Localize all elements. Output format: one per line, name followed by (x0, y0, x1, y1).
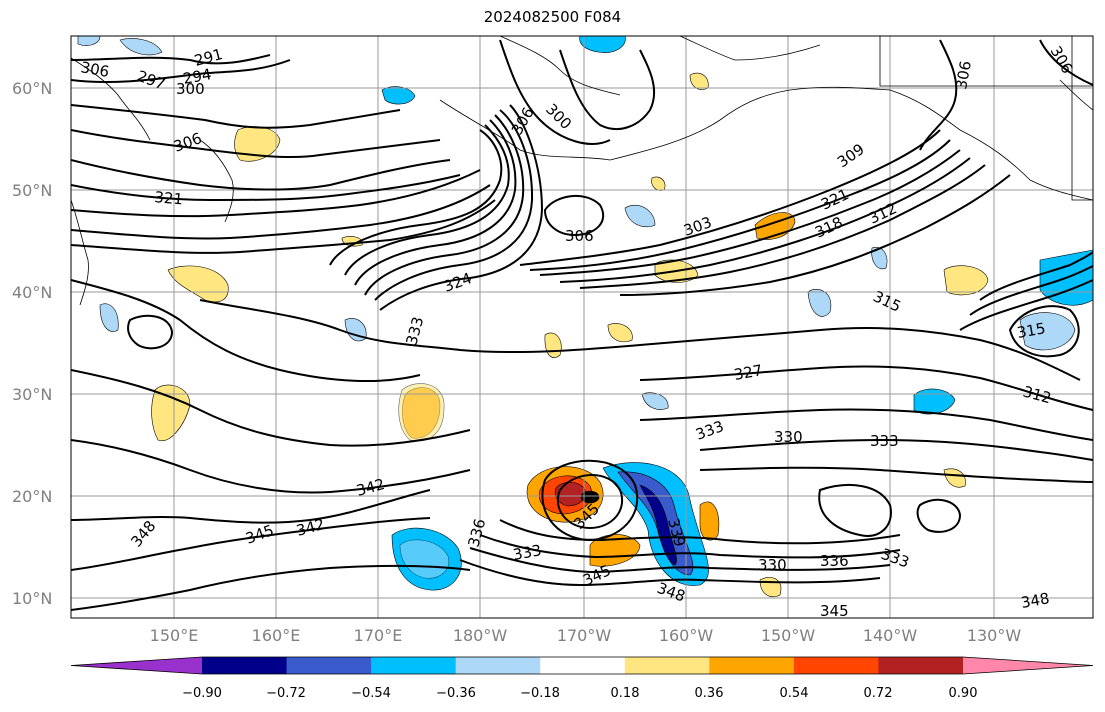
lon-label: 160°E (252, 626, 301, 645)
colorbar-extend-max (963, 657, 1093, 674)
lon-label: 150°W (761, 626, 816, 645)
contour-label: 333 (870, 432, 899, 450)
map-frame (70, 35, 1094, 619)
contour-label: 327 (733, 361, 764, 384)
colorbar-tick-label: 0.18 (611, 686, 640, 701)
colorbar-tick-labels: −0.90 −0.72 −0.54 −0.36 −0.18 0.18 0.36 … (182, 686, 977, 701)
colorbar-segment (540, 657, 626, 674)
contour-label: 294 (182, 65, 213, 88)
contour-label: 306 (565, 227, 594, 245)
contour-label: 330 (758, 556, 787, 574)
lat-label: 40°N (12, 283, 52, 302)
map-title: 2024082500 F084 (483, 8, 622, 26)
lon-label: 130°W (967, 626, 1022, 645)
colorbar-tick-label: 0.54 (780, 686, 809, 701)
colorbar-tick-label: −0.36 (436, 686, 476, 701)
colorbar-tick-label: −0.54 (351, 686, 391, 701)
colorbar-tick-label: −0.72 (266, 686, 306, 701)
colorbar-segment (793, 657, 879, 674)
colorbar-tick-label: −0.18 (520, 686, 560, 701)
lon-label: 160°W (659, 626, 714, 645)
colorbar-segment (709, 657, 795, 674)
colorbar-outline (70, 656, 1094, 675)
colorbar-tick-label: 0.72 (864, 686, 893, 701)
lat-label: 30°N (12, 385, 52, 404)
contour-lines (71, 39, 1093, 611)
colorbar-segment (624, 657, 710, 674)
lat-label: 60°N (12, 79, 52, 98)
contour-label: 306 (79, 58, 110, 81)
colorbar (70, 656, 1094, 675)
lat-label: 20°N (12, 487, 52, 506)
colorbar-extend-min (71, 657, 202, 674)
contour-label: 315 (1016, 319, 1047, 342)
lat-label: 10°N (12, 589, 52, 608)
contour-label: 333 (512, 541, 543, 564)
colorbar-tick-label: 0.90 (949, 686, 978, 701)
lon-label: 170°E (354, 626, 403, 645)
colorbar-segment (371, 657, 457, 674)
colorbar-segment (286, 657, 372, 674)
contour-label: 306 (952, 59, 975, 90)
colorbar-tick-label: −0.90 (182, 686, 222, 701)
contour-label: 300 (176, 80, 205, 98)
contour-label: 321 (154, 188, 184, 208)
contour-label: 345 (820, 602, 849, 620)
map-area: 291 297 294 300 306 306 300 306 306 321 … (71, 36, 1093, 620)
colorbar-segment (455, 657, 541, 674)
contour-label: 330 (774, 428, 803, 446)
lon-label: 140°W (863, 626, 918, 645)
latitude-labels: 60°N 50°N 40°N 30°N 20°N 10°N (12, 79, 52, 608)
colorbar-tick-label: 0.36 (695, 686, 724, 701)
lon-label: 180°W (453, 626, 508, 645)
contour-label: 348 (1020, 589, 1051, 612)
lon-label: 150°E (150, 626, 199, 645)
colorbar-segment (878, 657, 964, 674)
longitude-labels: 150°E 160°E 170°E 180°W 170°W 160°W 150°… (150, 626, 1022, 645)
lon-label: 170°W (557, 626, 612, 645)
colorbar-segment (202, 657, 288, 674)
lat-label: 50°N (12, 181, 52, 200)
coastlines (71, 36, 1093, 306)
contour-label: 336 (820, 552, 849, 570)
